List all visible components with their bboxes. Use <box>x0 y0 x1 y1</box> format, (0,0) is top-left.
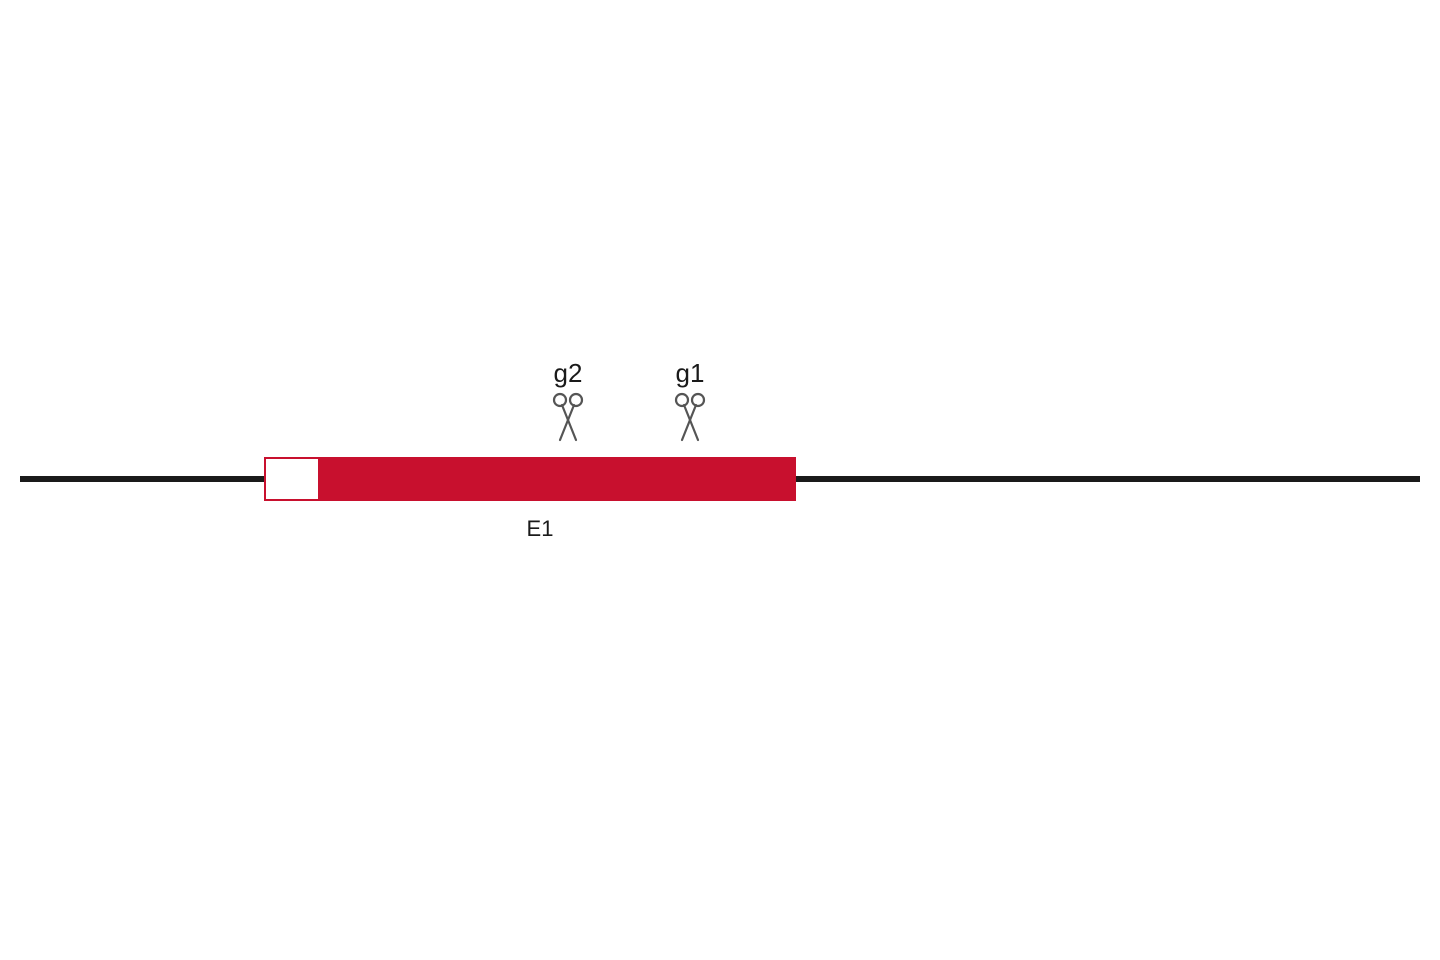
scissors-icon <box>672 392 708 444</box>
genome-line-left <box>20 476 284 482</box>
guide-label-g2: g2 <box>548 358 588 389</box>
scissors-icon <box>550 392 586 444</box>
exon-coding-box <box>320 457 796 501</box>
gene-schematic-diagram: E1 g2 g1 <box>0 0 1440 960</box>
exon-utr-box <box>264 457 320 501</box>
exon-label: E1 <box>510 516 570 542</box>
guide-label-g1: g1 <box>670 358 710 389</box>
genome-line-right <box>796 476 1420 482</box>
